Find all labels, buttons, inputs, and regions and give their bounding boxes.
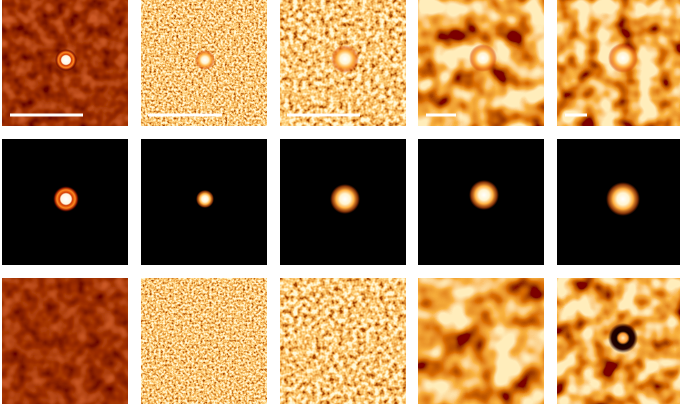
- panel-background: [418, 278, 544, 404]
- image-panel: [141, 139, 267, 265]
- model-source: [469, 180, 499, 210]
- residual: [608, 323, 638, 353]
- source: [608, 43, 638, 73]
- image-panel: [141, 0, 267, 126]
- image-panel: [418, 139, 544, 265]
- model-source: [196, 190, 214, 208]
- source: [195, 50, 215, 70]
- image-panel: [2, 139, 128, 265]
- panel-background: [280, 278, 406, 404]
- image-panel: [557, 139, 680, 265]
- image-panel: [280, 139, 406, 265]
- model-source: [606, 182, 640, 216]
- image-panel: [2, 0, 128, 126]
- image-panel: [280, 278, 406, 404]
- source: [331, 45, 359, 73]
- panel-background: [141, 278, 267, 404]
- model-source: [53, 186, 79, 212]
- image-panel: [418, 0, 544, 126]
- image-panel: [557, 0, 680, 126]
- image-panel: [141, 278, 267, 404]
- image-panel: [418, 278, 544, 404]
- image-panel: [280, 0, 406, 126]
- panel-background: [2, 278, 128, 404]
- model-source: [330, 184, 360, 214]
- image-panel: [557, 278, 680, 404]
- source: [55, 49, 77, 71]
- source: [469, 44, 497, 72]
- image-panel: [2, 278, 128, 404]
